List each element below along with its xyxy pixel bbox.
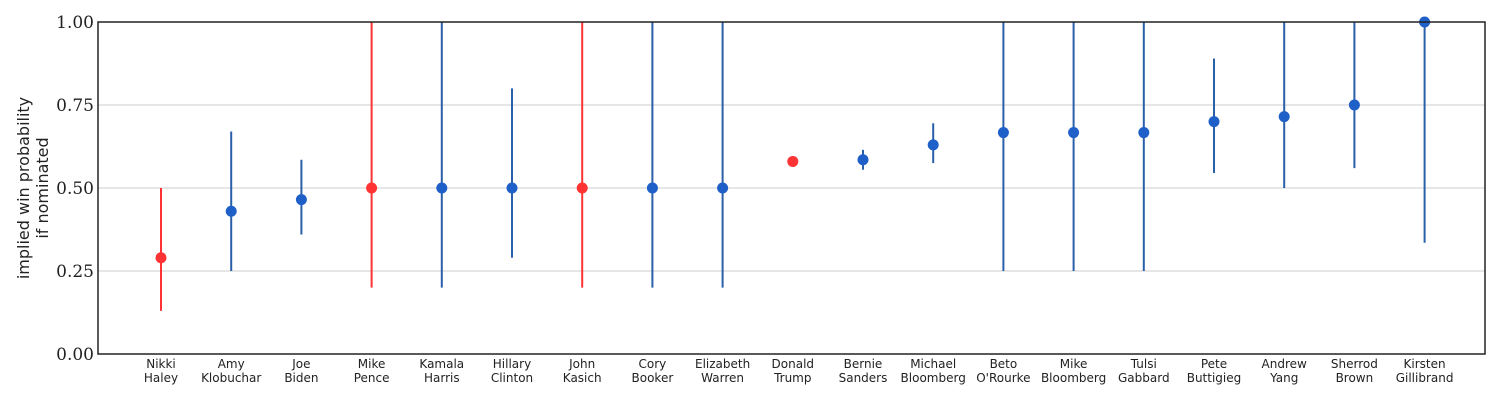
data-point [366, 182, 378, 194]
x-tick-label-line1: Mike [358, 357, 386, 371]
x-tick-label-line1: Cory [639, 357, 667, 371]
x-tick-label-line1: Bernie [844, 357, 883, 371]
data-point [295, 194, 307, 206]
x-axis-labels: NikkiHaleyAmyKlobucharJoeBidenMikePenceK… [144, 357, 1454, 385]
x-tick-label-line2: Klobuchar [201, 371, 261, 385]
plot-frame [97, 21, 1486, 355]
data-point [927, 139, 939, 151]
x-tick-label-line1: Donald [772, 357, 815, 371]
x-tick-label-line1: Tulsi [1130, 357, 1157, 371]
y-tick-label: 0.75 [56, 96, 94, 116]
y-tick-label: 0.50 [56, 179, 94, 199]
y-axis-ticks: 0.00 0.25 0.50 0.75 1.00 [56, 13, 94, 365]
x-tick-label-line2: Warren [701, 371, 744, 385]
data-point [1348, 99, 1360, 111]
data-point [155, 252, 167, 264]
data-point [1278, 111, 1290, 123]
data-point [646, 182, 658, 194]
data-point [576, 182, 588, 194]
x-tick-label-line2: Haley [144, 371, 178, 385]
data-point [857, 154, 869, 166]
y-axis-title-line-1: implied win probability [14, 97, 33, 279]
x-tick-label-line2: Booker [632, 371, 674, 385]
x-tick-label-line2: Clinton [491, 371, 533, 385]
x-tick-label-line2: Gillibrand [1396, 371, 1454, 385]
x-tick-label-line1: Mike [1060, 357, 1088, 371]
x-tick-label-line2: Brown [1336, 371, 1374, 385]
data-point [225, 205, 237, 217]
x-tick-label-line1: Kirsten [1404, 357, 1446, 371]
x-tick-label-line2: Harris [424, 371, 460, 385]
x-tick-label-line2: Bloomberg [901, 371, 966, 385]
x-tick-label-line1: Pete [1201, 357, 1227, 371]
y-tick-label: 0.25 [56, 262, 94, 282]
x-tick-label-line2: Pence [354, 371, 390, 385]
x-tick-label-line1: Elizabeth [695, 357, 750, 371]
y-tick-label: 0.00 [56, 345, 94, 365]
data-point [506, 182, 518, 194]
data-points [155, 16, 1431, 264]
data-point [787, 155, 799, 167]
x-tick-label-line1: Hillary [493, 357, 531, 371]
x-tick-label-line1: Joe [291, 357, 310, 371]
data-point [997, 127, 1009, 139]
data-point [1138, 127, 1150, 139]
x-tick-label-line2: Yang [1269, 371, 1298, 385]
x-tick-label-line1: Michael [910, 357, 956, 371]
x-tick-label-line2: Gabbard [1118, 371, 1170, 385]
x-tick-label-line1: Sherrod [1331, 357, 1378, 371]
x-tick-label-line1: John [568, 357, 595, 371]
gridlines [98, 21, 1485, 355]
x-tick-label-line1: Andrew [1262, 357, 1307, 371]
x-tick-label-line1: Beto [990, 357, 1018, 371]
data-point [717, 182, 729, 194]
x-tick-label-line2: Kasich [563, 371, 602, 385]
x-tick-label-line1: Nikki [146, 357, 176, 371]
y-axis-title-line-2: if nominated [33, 137, 52, 238]
error-bars [160, 22, 1426, 311]
x-tick-label-line1: Kamala [419, 357, 464, 371]
x-tick-label-line1: Amy [218, 357, 245, 371]
data-point [436, 182, 448, 194]
x-tick-label-line2: O'Rourke [976, 371, 1030, 385]
x-tick-label-line2: Buttigieg [1187, 371, 1242, 385]
data-point [1068, 127, 1080, 139]
data-point [1208, 116, 1220, 128]
x-tick-label-line2: Biden [284, 371, 318, 385]
x-tick-label-line2: Bloomberg [1041, 371, 1106, 385]
y-tick-label: 1.00 [56, 13, 94, 33]
x-tick-label-line2: Trump [773, 371, 811, 385]
x-tick-label-line2: Sanders [839, 371, 888, 385]
